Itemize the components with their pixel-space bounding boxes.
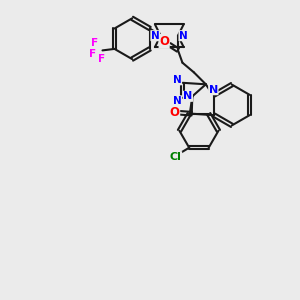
Text: F: F [89,49,96,59]
Text: F: F [92,38,98,48]
Text: F: F [98,54,105,64]
Text: N: N [151,31,160,41]
Text: O: O [159,34,169,48]
Text: N: N [173,75,182,85]
Text: N: N [173,96,182,106]
Text: N: N [209,85,218,95]
Text: N: N [179,31,188,41]
Text: O: O [169,106,180,119]
Text: Cl: Cl [170,152,182,162]
Text: N: N [183,91,193,101]
